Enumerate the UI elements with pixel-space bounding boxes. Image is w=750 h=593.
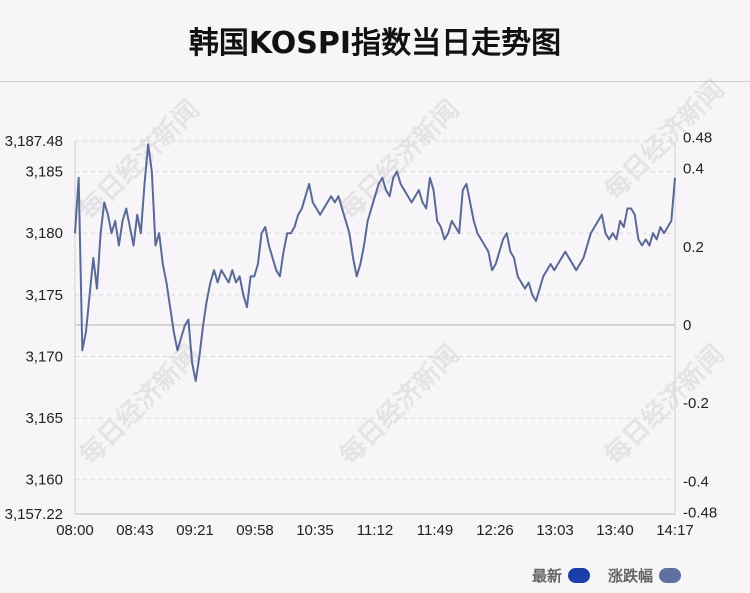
y-left-tick-label: 3,187.48 [5, 133, 63, 150]
kospi-series-line [74, 143, 676, 383]
chart-title: 韩国KOSPI指数当日走势图 [188, 26, 562, 61]
y-right-tick-label: -0.4 [683, 473, 709, 490]
axes: 3,187.48 3,185 3,180 3,175 3,170 3,165 3,160 3,… [5, 129, 718, 539]
x-tick-label: 09:21 [176, 522, 214, 539]
series-layer [74, 143, 676, 383]
legend-label-latest: 最新 [532, 567, 563, 585]
y-left-tick-label: 3,160 [25, 472, 63, 489]
legend-label-change: 涨跌幅 [608, 567, 654, 585]
legend-swatch-latest [568, 568, 591, 583]
x-tick-label: 13:03 [536, 522, 574, 539]
legend-swatch-change [659, 568, 682, 583]
y-right-tick-label: 0.48 [683, 129, 712, 146]
x-tick-label: 10:35 [296, 522, 334, 539]
x-tick-label: 13:40 [596, 522, 634, 539]
y-right-tick-label: 0 [683, 317, 691, 334]
y-left-tick-label: 3,165 [25, 410, 63, 427]
x-tick-label: 12:26 [476, 522, 514, 539]
title-divider [0, 81, 750, 82]
x-tick-label: 08:00 [56, 522, 94, 539]
y-left-tick-label: 3,157.22 [5, 506, 63, 523]
y-left-tick-label: 3,180 [25, 225, 63, 242]
x-tick-label: 11:12 [357, 522, 393, 539]
y-right-tick-label: -0.2 [683, 395, 709, 412]
y-right-tick-label: 0.4 [683, 161, 704, 178]
x-tick-label: 08:43 [116, 522, 154, 539]
legend: 涨跌幅 [608, 565, 682, 586]
x-tick-label: 09:58 [236, 522, 274, 539]
y-left-tick-label: 3,185 [25, 164, 63, 181]
x-tick-label: 14:17 [656, 522, 694, 539]
y-left-tick-label: 3,170 [25, 348, 63, 365]
x-tick-label: 11:49 [417, 522, 453, 539]
y-left-tick-label: 3,175 [25, 287, 63, 304]
y-right-tick-label: 0.2 [683, 239, 704, 256]
legend: 最新 [532, 565, 591, 586]
y-right-tick-label: -0.48 [683, 505, 717, 522]
